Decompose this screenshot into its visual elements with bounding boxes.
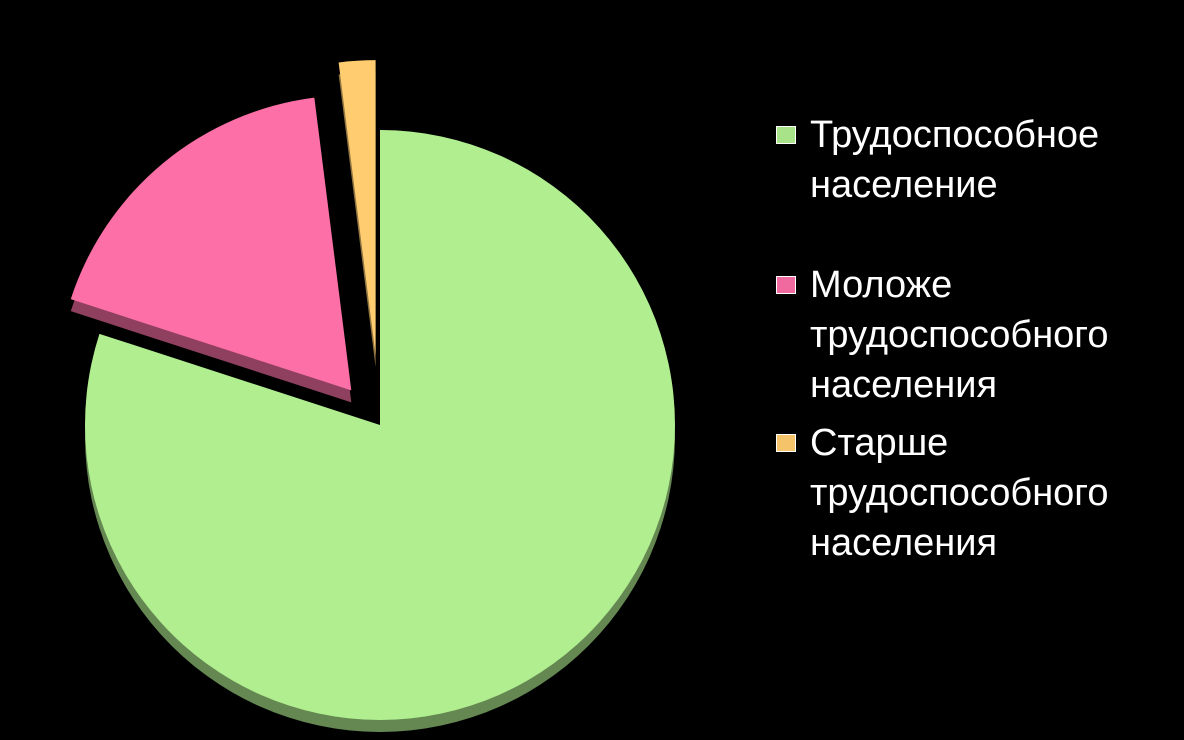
legend-swatch <box>776 126 796 144</box>
legend-label: Трудоспособное население <box>810 114 1100 206</box>
legend-item: Старше трудоспособного населения <box>776 418 1176 568</box>
slice <box>84 130 675 720</box>
legend-item: Моложе трудоспособного населения <box>776 260 1176 410</box>
legend-swatch <box>776 276 796 294</box>
legend: Трудоспособное население Моложе трудоспос… <box>776 110 1176 618</box>
slice <box>70 97 352 391</box>
pie-chart <box>70 60 675 732</box>
legend-swatch <box>776 434 796 452</box>
slice <box>338 60 376 356</box>
legend-item: Трудоспособное население <box>776 110 1176 210</box>
legend-label: Старше трудоспособного населения <box>810 422 1109 564</box>
legend-label: Моложе трудоспособного населения <box>810 264 1109 406</box>
